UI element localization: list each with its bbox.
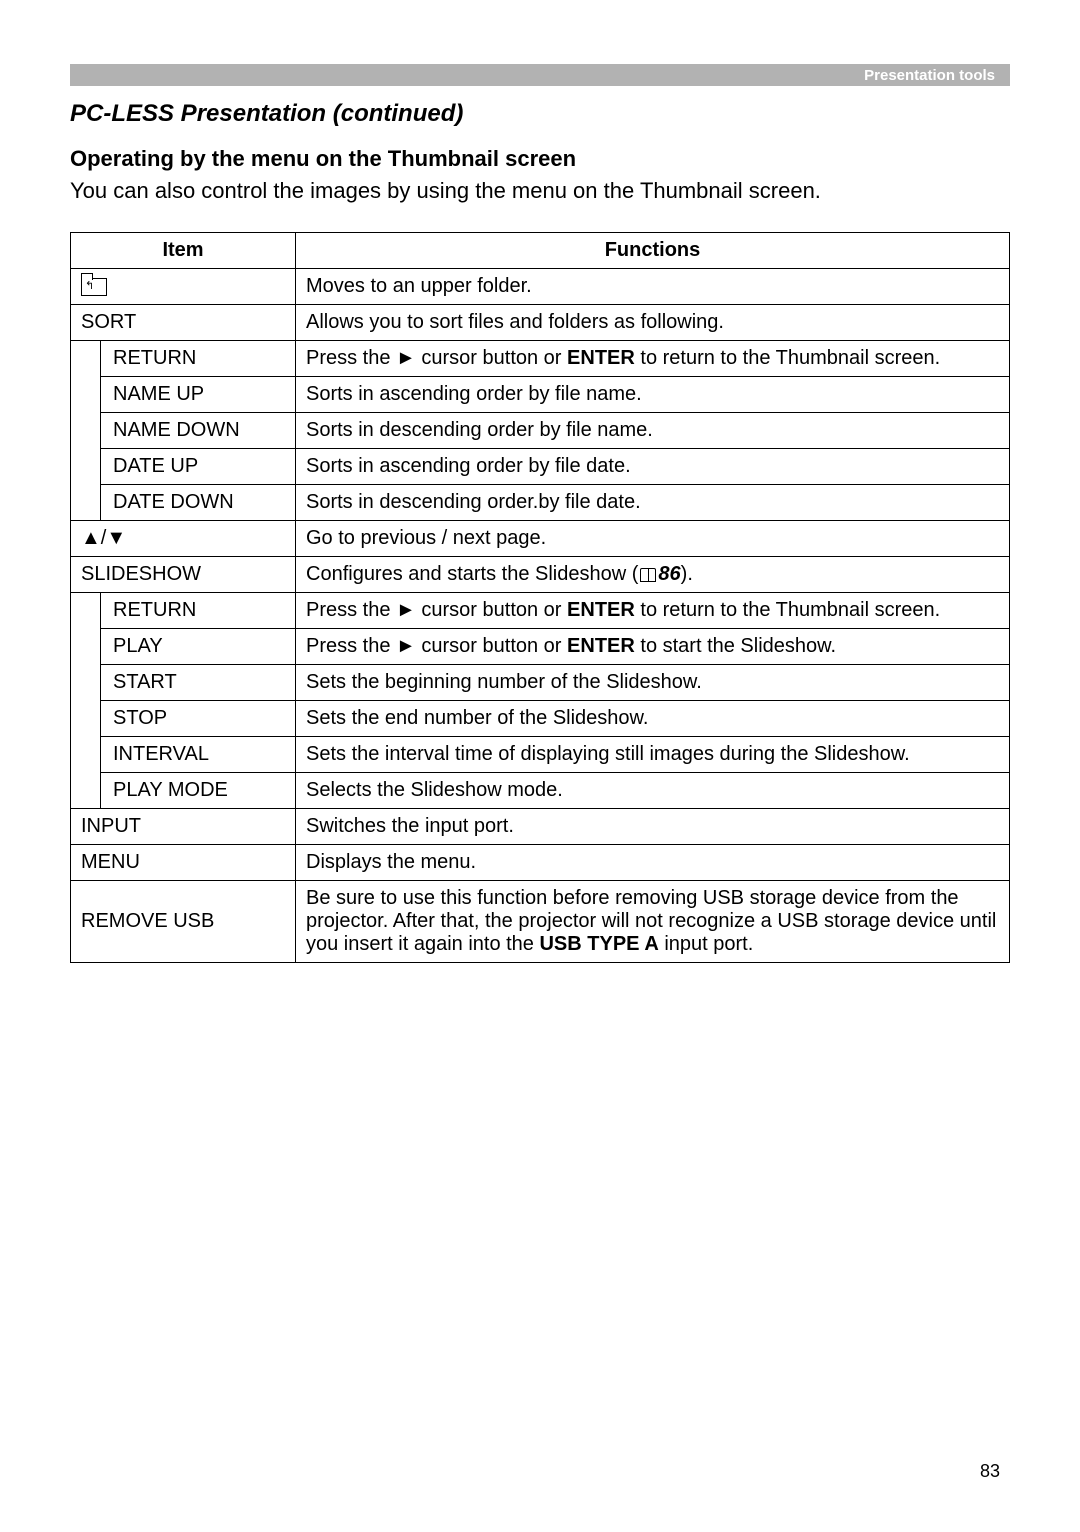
table-row: INPUT Switches the input port. <box>71 809 1010 845</box>
item-cell: MENU <box>71 845 296 881</box>
indent-cell <box>71 341 101 521</box>
item-cell: DATE UP <box>101 449 296 485</box>
table-row: INTERVAL Sets the interval time of displ… <box>71 737 1010 773</box>
book-icon <box>640 568 656 582</box>
table-row: SLIDESHOW Configures and starts the Slid… <box>71 557 1010 593</box>
func-cell: Sets the end number of the Slideshow. <box>296 701 1010 737</box>
functions-header: Functions <box>296 233 1010 269</box>
functions-table: Item Functions ↰ Moves to an upper folde… <box>70 232 1010 963</box>
item-cell: INPUT <box>71 809 296 845</box>
item-cell: SORT <box>71 305 296 341</box>
func-cell: Press the ► cursor button or ENTER to re… <box>296 593 1010 629</box>
table-row: DATE UP Sorts in ascending order by file… <box>71 449 1010 485</box>
page-number: 83 <box>980 1461 1000 1482</box>
table-row: RETURN Press the ► cursor button or ENTE… <box>71 341 1010 377</box>
func-cell: Sorts in descending order.by file date. <box>296 485 1010 521</box>
item-cell: STOP <box>101 701 296 737</box>
func-cell: Sorts in ascending order by file name. <box>296 377 1010 413</box>
table-row: SORT Allows you to sort files and folder… <box>71 305 1010 341</box>
table-row: PLAY MODE Selects the Slideshow mode. <box>71 773 1010 809</box>
func-cell: Sorts in ascending order by file date. <box>296 449 1010 485</box>
func-cell: Sorts in descending order by file name. <box>296 413 1010 449</box>
section-title: PC-LESS Presentation (continued) <box>70 100 1010 128</box>
func-cell: Configures and starts the Slideshow (86)… <box>296 557 1010 593</box>
item-cell: ▲/▼ <box>71 521 296 557</box>
folder-up-icon: ↰ <box>81 278 107 296</box>
table-row: DATE DOWN Sorts in descending order.by f… <box>71 485 1010 521</box>
func-cell: Sets the beginning number of the Slidesh… <box>296 665 1010 701</box>
folder-up-icon-cell: ↰ <box>71 269 296 305</box>
item-cell: DATE DOWN <box>101 485 296 521</box>
func-cell: Allows you to sort files and folders as … <box>296 305 1010 341</box>
item-header: Item <box>71 233 296 269</box>
content-area: PC-LESS Presentation (continued) Operati… <box>70 100 1010 963</box>
func-cell: Moves to an upper folder. <box>296 269 1010 305</box>
table-row: NAME DOWN Sorts in descending order by f… <box>71 413 1010 449</box>
indent-cell <box>71 593 101 809</box>
func-cell: Displays the menu. <box>296 845 1010 881</box>
item-cell: NAME DOWN <box>101 413 296 449</box>
item-cell: NAME UP <box>101 377 296 413</box>
table-row: NAME UP Sorts in ascending order by file… <box>71 377 1010 413</box>
table-row: RETURN Press the ► cursor button or ENTE… <box>71 593 1010 629</box>
operating-subtitle: Operating by the menu on the Thumbnail s… <box>70 146 1010 172</box>
header-bar: Presentation tools <box>70 64 1010 86</box>
table-row: START Sets the beginning number of the S… <box>71 665 1010 701</box>
item-cell: RETURN <box>101 341 296 377</box>
func-cell: Switches the input port. <box>296 809 1010 845</box>
func-cell: Go to previous / next page. <box>296 521 1010 557</box>
func-cell: Selects the Slideshow mode. <box>296 773 1010 809</box>
func-cell: Press the ► cursor button or ENTER to re… <box>296 341 1010 377</box>
table-row: REMOVE USB Be sure to use this function … <box>71 881 1010 963</box>
func-cell: Be sure to use this function before remo… <box>296 881 1010 963</box>
func-cell: Press the ► cursor button or ENTER to st… <box>296 629 1010 665</box>
item-cell: REMOVE USB <box>71 881 296 963</box>
item-cell: PLAY <box>101 629 296 665</box>
table-row: PLAY Press the ► cursor button or ENTER … <box>71 629 1010 665</box>
item-cell: RETURN <box>101 593 296 629</box>
table-row: ▲/▼ Go to previous / next page. <box>71 521 1010 557</box>
table-row: MENU Displays the menu. <box>71 845 1010 881</box>
table-row: STOP Sets the end number of the Slidesho… <box>71 701 1010 737</box>
item-cell: SLIDESHOW <box>71 557 296 593</box>
header-label: Presentation tools <box>864 67 995 84</box>
func-cell: Sets the interval time of displaying sti… <box>296 737 1010 773</box>
intro-text: You can also control the images by using… <box>70 178 1010 204</box>
item-cell: START <box>101 665 296 701</box>
table-row: ↰ Moves to an upper folder. <box>71 269 1010 305</box>
item-cell: INTERVAL <box>101 737 296 773</box>
item-cell: PLAY MODE <box>101 773 296 809</box>
